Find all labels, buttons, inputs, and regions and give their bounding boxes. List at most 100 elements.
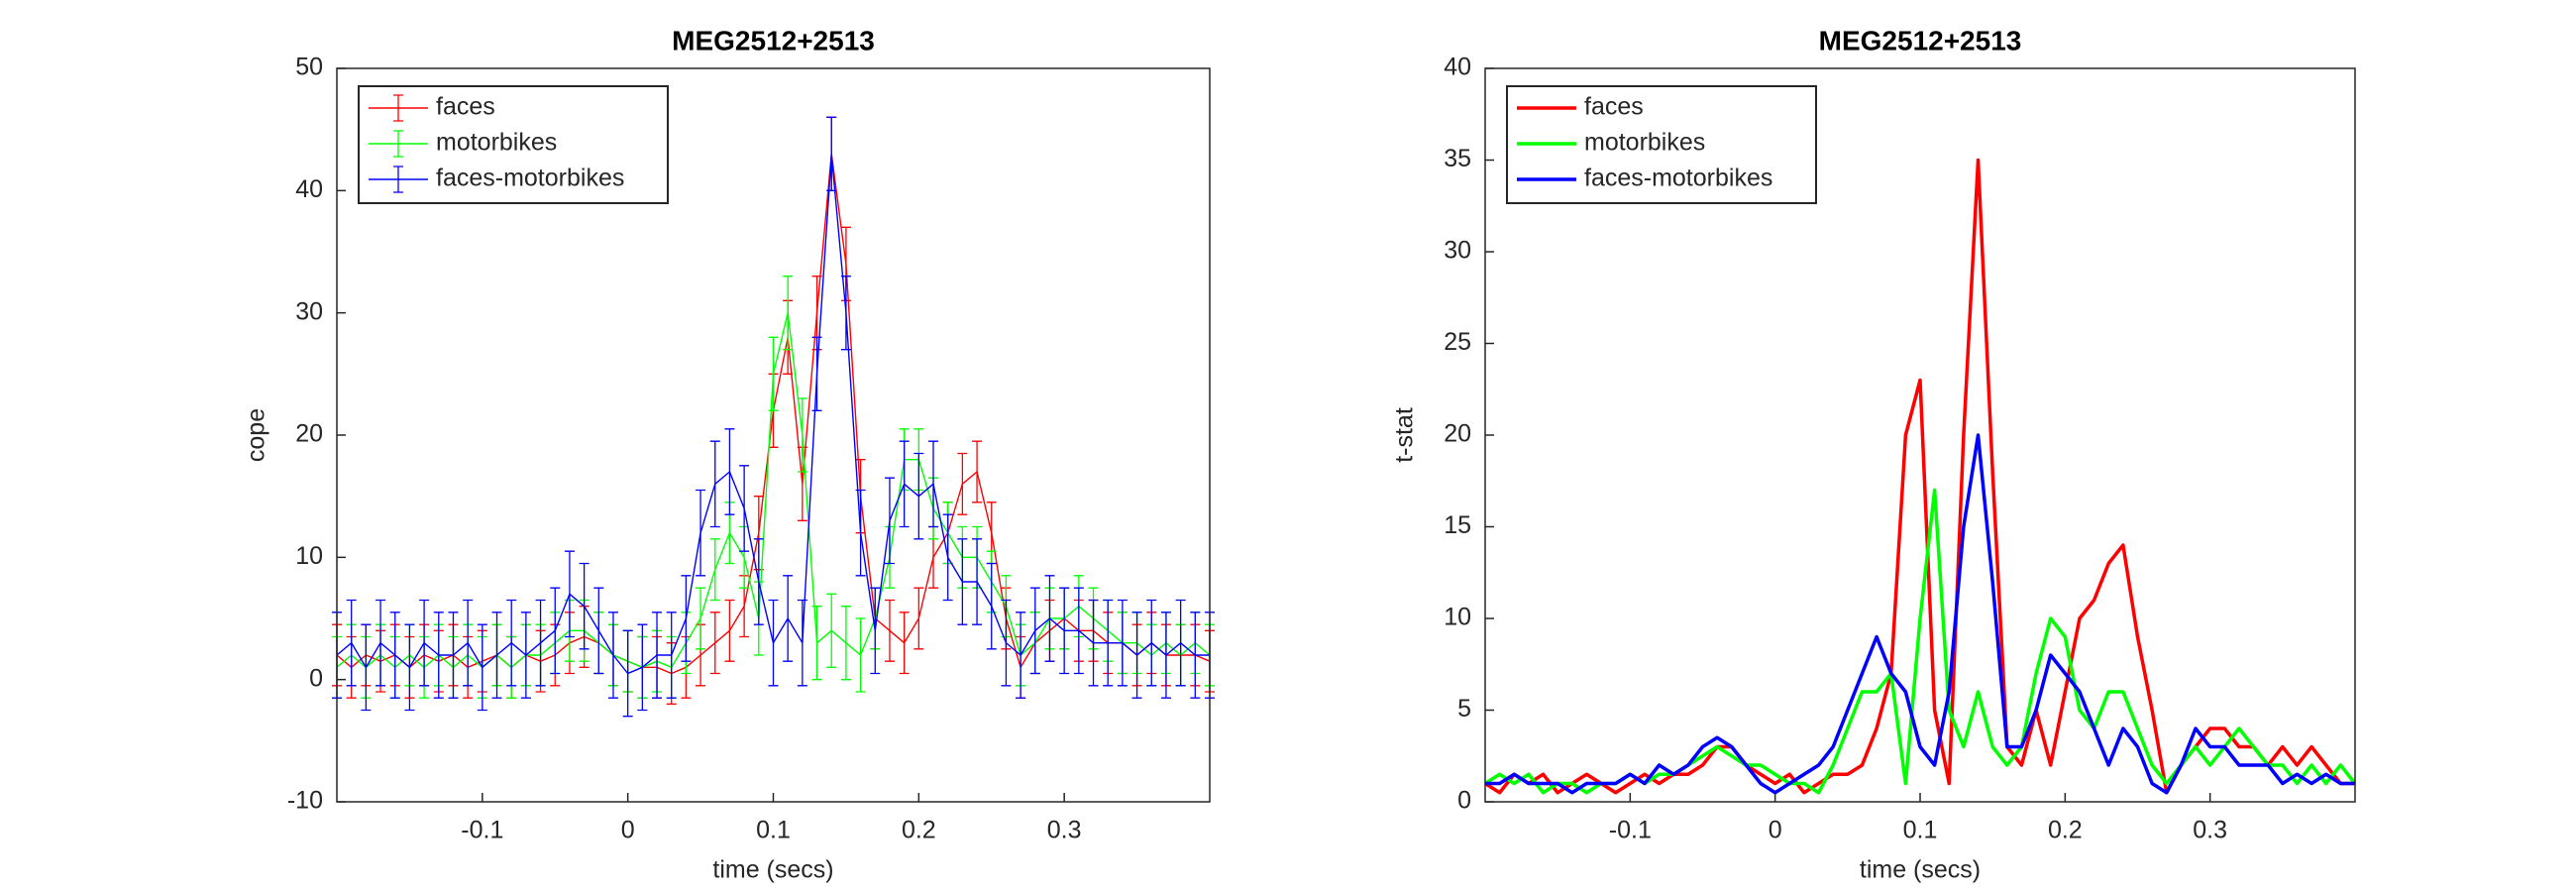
series-line: [1484, 158, 2355, 795]
error-bar: [855, 489, 866, 577]
error-bar: [1016, 612, 1026, 699]
legend-errorbar: [393, 130, 403, 158]
y-tick-label: 50: [295, 54, 323, 81]
x-tick-label: 0.3: [2193, 817, 2227, 844]
error-bar: [579, 562, 590, 650]
error-bar: [520, 612, 531, 699]
error-bar: [840, 276, 851, 351]
error-bar: [884, 477, 895, 565]
y-tick-label: 10: [1444, 604, 1471, 631]
error-bar: [666, 612, 677, 699]
x-tick-label: 0: [621, 817, 635, 844]
error-bar: [870, 587, 881, 675]
error-bar: [1044, 575, 1055, 662]
y-tick-label: 40: [295, 175, 323, 203]
error-bar: [957, 452, 968, 515]
error-bar: [681, 575, 692, 662]
error-bar: [942, 513, 953, 602]
error-bar: [826, 593, 837, 668]
error-bar: [753, 538, 764, 625]
error-bar: [564, 550, 575, 638]
legend-errorbar: [393, 94, 403, 122]
error-bar: [986, 562, 997, 650]
y-axis-label: t-stat: [1391, 407, 1419, 463]
error-bar: [1146, 599, 1157, 687]
error-bar: [1029, 587, 1040, 675]
error-bar: [361, 623, 372, 712]
error-bar: [709, 538, 720, 602]
y-tick-label: 40: [1444, 54, 1471, 81]
y-tick-label: -10: [287, 787, 323, 815]
y-tick-label: 30: [295, 297, 323, 325]
error-bar: [783, 575, 794, 662]
error-bar: [913, 452, 924, 540]
error-bar: [550, 587, 561, 675]
error-bar: [1001, 599, 1012, 687]
error-bar: [811, 606, 822, 681]
error-bar: [709, 440, 720, 528]
y-tick-label: 20: [295, 420, 323, 448]
y-tick-label: 10: [295, 542, 323, 570]
error-bar: [622, 629, 633, 718]
legend-label: motorbikes: [1584, 129, 1705, 157]
x-tick-label: 0.2: [902, 817, 936, 844]
legend-label: faces-motorbikes: [1584, 165, 1772, 192]
error-bar: [709, 612, 720, 675]
error-bar: [1190, 612, 1201, 699]
axes-frame: [336, 67, 1211, 803]
error-bar: [768, 599, 779, 687]
x-axis-label: time (secs): [1860, 856, 1981, 884]
legend-label: motorbikes: [436, 129, 557, 157]
error-bar: [1103, 599, 1114, 687]
error-bar: [928, 440, 939, 528]
x-tick-label: 0: [1769, 817, 1782, 844]
x-tick-label: 0.3: [1047, 817, 1082, 844]
error-bar: [840, 606, 851, 681]
error-bar: [419, 599, 430, 687]
x-tick-label: 0.1: [756, 817, 791, 844]
x-tick-label: 0.1: [1903, 817, 1938, 844]
error-bar: [346, 599, 357, 687]
legend-label: faces: [436, 93, 495, 121]
y-tick-label: 25: [1444, 328, 1471, 356]
error-bar: [696, 587, 706, 650]
error-bar: [783, 276, 794, 351]
error-bar: [433, 612, 444, 699]
error-bar: [826, 116, 837, 191]
error-bar: [637, 623, 648, 712]
error-bar: [1073, 587, 1084, 675]
error-bar: [1131, 612, 1142, 699]
x-tick-label: 0.2: [2048, 817, 2083, 844]
error-bar: [1117, 599, 1127, 687]
series-line: [1485, 433, 2355, 795]
legend-label: faces-motorbikes: [436, 165, 624, 192]
error-bar: [491, 612, 502, 699]
error-bar: [811, 336, 822, 411]
legend-errorbar: [393, 166, 403, 193]
error-bar: [1175, 599, 1186, 687]
error-bar: [724, 599, 735, 662]
error-bar: [1059, 587, 1070, 675]
error-bar: [404, 623, 415, 712]
y-tick-label: 20: [1444, 420, 1471, 448]
error-bar: [913, 587, 924, 650]
chart-title: MEG2512+2513: [672, 25, 875, 56]
error-bar: [448, 612, 459, 699]
error-bar: [797, 599, 807, 687]
x-tick-label: -0.1: [461, 817, 503, 844]
error-bar: [535, 599, 546, 687]
error-bar: [477, 623, 487, 712]
axes-frame: [1484, 67, 2356, 803]
error-bar: [855, 617, 866, 693]
error-bar: [376, 599, 386, 687]
error-bar: [768, 336, 779, 411]
error-bar: [884, 599, 895, 662]
error-bar: [696, 489, 706, 577]
error-bar: [739, 465, 750, 552]
error-bar: [593, 587, 604, 675]
y-tick-label: 0: [1457, 787, 1471, 815]
error-bar: [957, 538, 968, 625]
error-bar: [1088, 599, 1099, 687]
error-bar: [463, 599, 474, 687]
